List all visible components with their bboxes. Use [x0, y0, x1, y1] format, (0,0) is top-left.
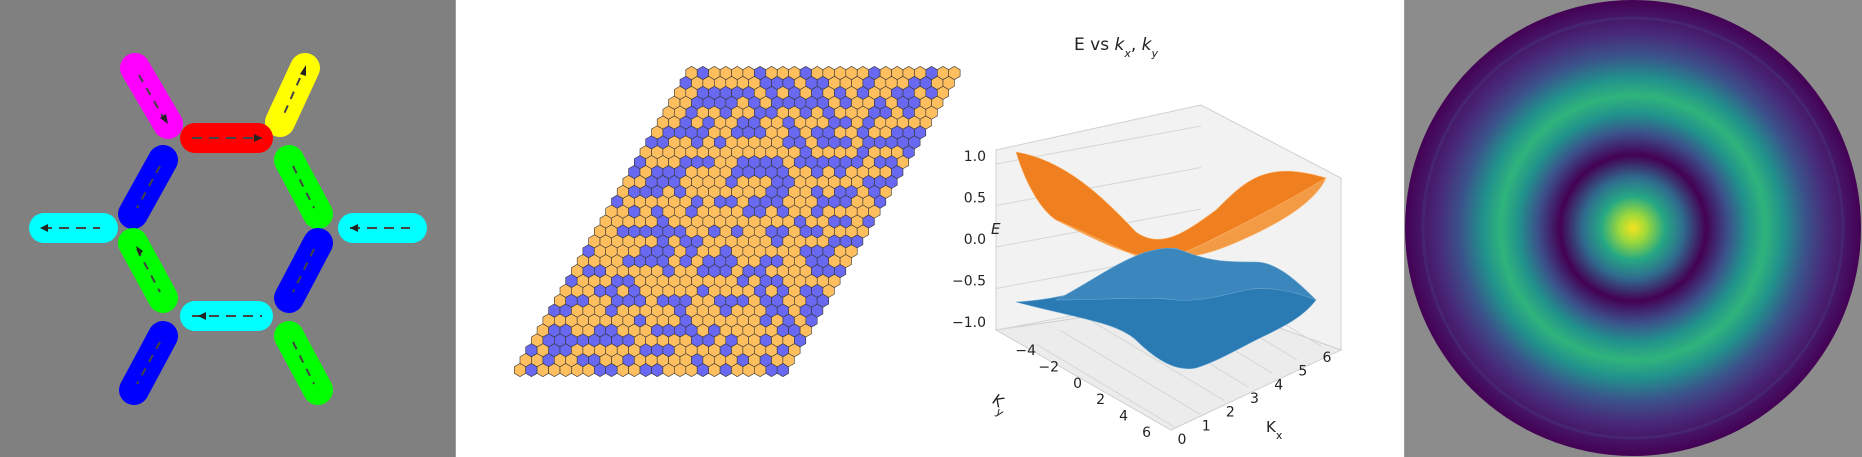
bond-blue-bottom-left	[119, 321, 178, 405]
z-tick-label: 0.0	[964, 232, 986, 248]
lattice-hexagon	[914, 66, 927, 80]
lattice-hexagon	[879, 66, 892, 80]
z-tick-label: −1.0	[952, 315, 986, 331]
bond-diagram-panel	[0, 0, 455, 457]
bond-cyan-right	[338, 213, 427, 243]
band-surface-plot: E vs kx, ky E Kx Ky −1.0−0.50.00.51.0 01…	[952, 35, 1343, 448]
z-grid-line	[995, 167, 1202, 206]
y-tick-label: −2	[1038, 359, 1059, 375]
x-axis-label: Kx	[1266, 418, 1283, 442]
z-tick-label: 0.5	[964, 191, 986, 207]
lattice-hexagon	[902, 66, 915, 80]
lattice-hexagon	[822, 66, 835, 80]
radial-heatmap-panel	[1405, 0, 1862, 457]
radial-heatmap	[1405, 0, 1861, 456]
z-axis-label: E	[991, 220, 1001, 238]
lattice-hexagon	[799, 66, 812, 80]
bond-cyan-bottom	[180, 301, 273, 331]
x-grid-line	[1084, 316, 1225, 402]
lattice-hexagon	[856, 66, 870, 80]
lattice-hexagon	[811, 66, 824, 80]
x-tick-label: 4	[1274, 377, 1283, 393]
lattice-hexagon	[891, 66, 904, 80]
bond-blue-lower-right	[274, 228, 333, 313]
bond-green-upper-right	[274, 145, 333, 229]
plot-title: E vs kx, ky	[1074, 35, 1159, 60]
lattice-hexagon	[765, 66, 778, 80]
lattice-hexagon	[948, 66, 961, 80]
y-tick-label: 4	[1119, 409, 1128, 425]
lattice-hexagon	[925, 66, 938, 80]
lattice-hexagon	[731, 66, 744, 80]
y-tick-label: 0	[1073, 376, 1082, 392]
heatmap-edge-ring	[1421, 16, 1845, 440]
y-axis-label: Ky	[986, 391, 1013, 420]
lattice-hexagon	[708, 66, 721, 80]
x-tick-label: 6	[1323, 350, 1332, 366]
honeycomb-lattice	[513, 66, 961, 377]
y-tick-label: 6	[1142, 425, 1151, 441]
bond-green-lower-left	[118, 228, 178, 313]
y-tick-label: −4	[1015, 343, 1036, 359]
x-tick-label: 0	[1178, 432, 1187, 448]
x-grid-line	[1059, 329, 1201, 415]
bond-diagram	[29, 53, 427, 405]
x-tick-label: 1	[1202, 418, 1211, 434]
bond-green-bottom-right	[274, 321, 333, 405]
lattice-hexagon	[753, 66, 767, 80]
lattice-hexagon	[685, 66, 698, 80]
lattice-hexagon	[696, 66, 709, 80]
bond-yellow	[265, 53, 320, 137]
lattice-hexagon	[788, 66, 801, 80]
bond-magenta	[120, 53, 183, 139]
lattice-hexagon	[868, 66, 881, 80]
z-tick-label: 1.0	[964, 149, 986, 165]
lattice-hexagon	[776, 66, 789, 80]
panel-2-svg: E vs kx, ky E Kx Ky −1.0−0.50.00.51.0 01…	[513, 35, 1343, 448]
z-tick-label: −0.5	[952, 274, 986, 290]
bond-blue-upper-left	[118, 145, 178, 229]
lattice-hexagon	[719, 66, 732, 80]
heatmap-disk	[1405, 0, 1861, 456]
x-tick-label: 3	[1250, 391, 1259, 407]
lattice-hexagon	[936, 66, 950, 80]
lattice-hexagon	[845, 66, 858, 80]
lattice-hexagon	[742, 66, 755, 80]
bond-cyan-left	[29, 213, 118, 243]
lattice-hexagon	[834, 66, 847, 80]
lower-band-top	[1055, 247, 1317, 301]
z-ticks: −1.0 −0.5 0.0 0.5 1.0	[952, 149, 986, 331]
bond-red	[180, 123, 273, 153]
x-grid-line	[1035, 343, 1177, 429]
y-tick-label: 2	[1096, 392, 1105, 408]
x-tick-label: 5	[1298, 364, 1307, 380]
x-tick-label: 2	[1226, 405, 1235, 421]
